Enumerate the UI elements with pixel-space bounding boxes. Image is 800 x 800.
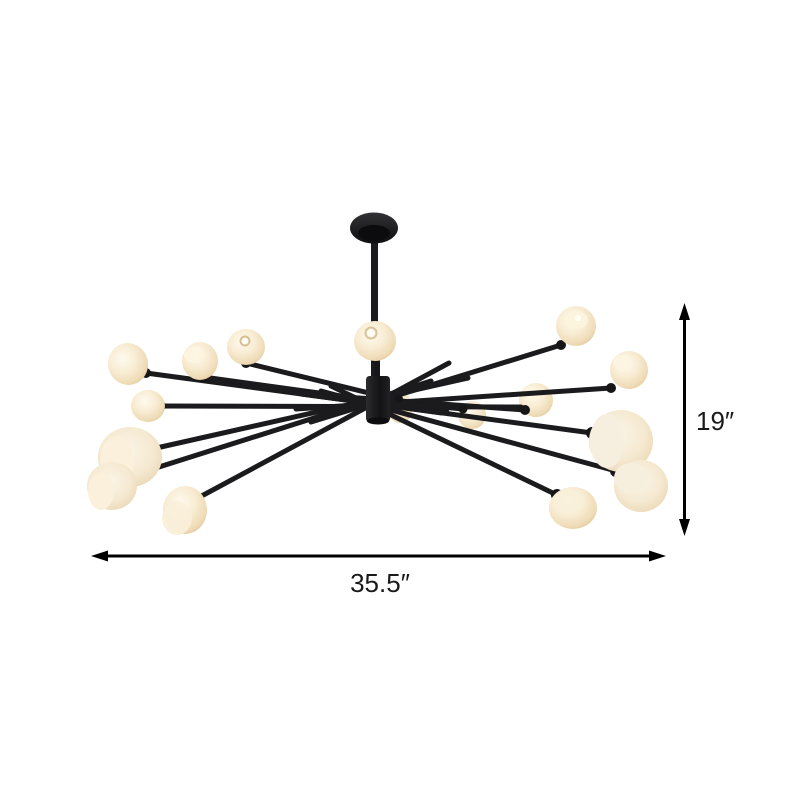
height-dimension-label: 19″ — [696, 406, 734, 436]
lamp-shade — [131, 390, 165, 422]
lamp-shade — [227, 329, 265, 365]
height-dimension: 19″ — [679, 303, 734, 536]
lamp-shade — [610, 351, 648, 389]
lamp-shade — [589, 410, 653, 472]
chandelier-illustration — [87, 212, 668, 535]
chandelier-arm — [308, 342, 564, 425]
arrow-up-icon — [679, 303, 690, 320]
lamp-shade — [614, 460, 668, 512]
lamp-shade — [107, 343, 149, 385]
chandelier-arm — [377, 398, 466, 412]
width-dimension-label: 35.5″ — [350, 568, 410, 598]
central-hub — [366, 376, 390, 422]
hub-top-pin — [375, 356, 380, 380]
lamp-shade — [87, 462, 137, 510]
width-dimension: 35.5″ — [91, 550, 666, 598]
chandelier-arm — [328, 393, 528, 413]
chandelier-arm — [193, 360, 452, 502]
arrow-left-icon — [91, 550, 108, 562]
lamp-shade — [549, 487, 597, 529]
lamp-shade — [556, 306, 596, 346]
canopy-collar — [358, 225, 390, 241]
arrow-down-icon — [679, 519, 690, 536]
lamp-shade — [354, 321, 396, 361]
arrow-right-icon — [649, 550, 666, 562]
chandelier-arms — [137, 342, 619, 502]
lamp-shade — [182, 342, 218, 380]
lamp-shade — [162, 486, 207, 535]
hub-bottom-cap — [367, 417, 389, 425]
chandelier-arm — [293, 385, 614, 412]
